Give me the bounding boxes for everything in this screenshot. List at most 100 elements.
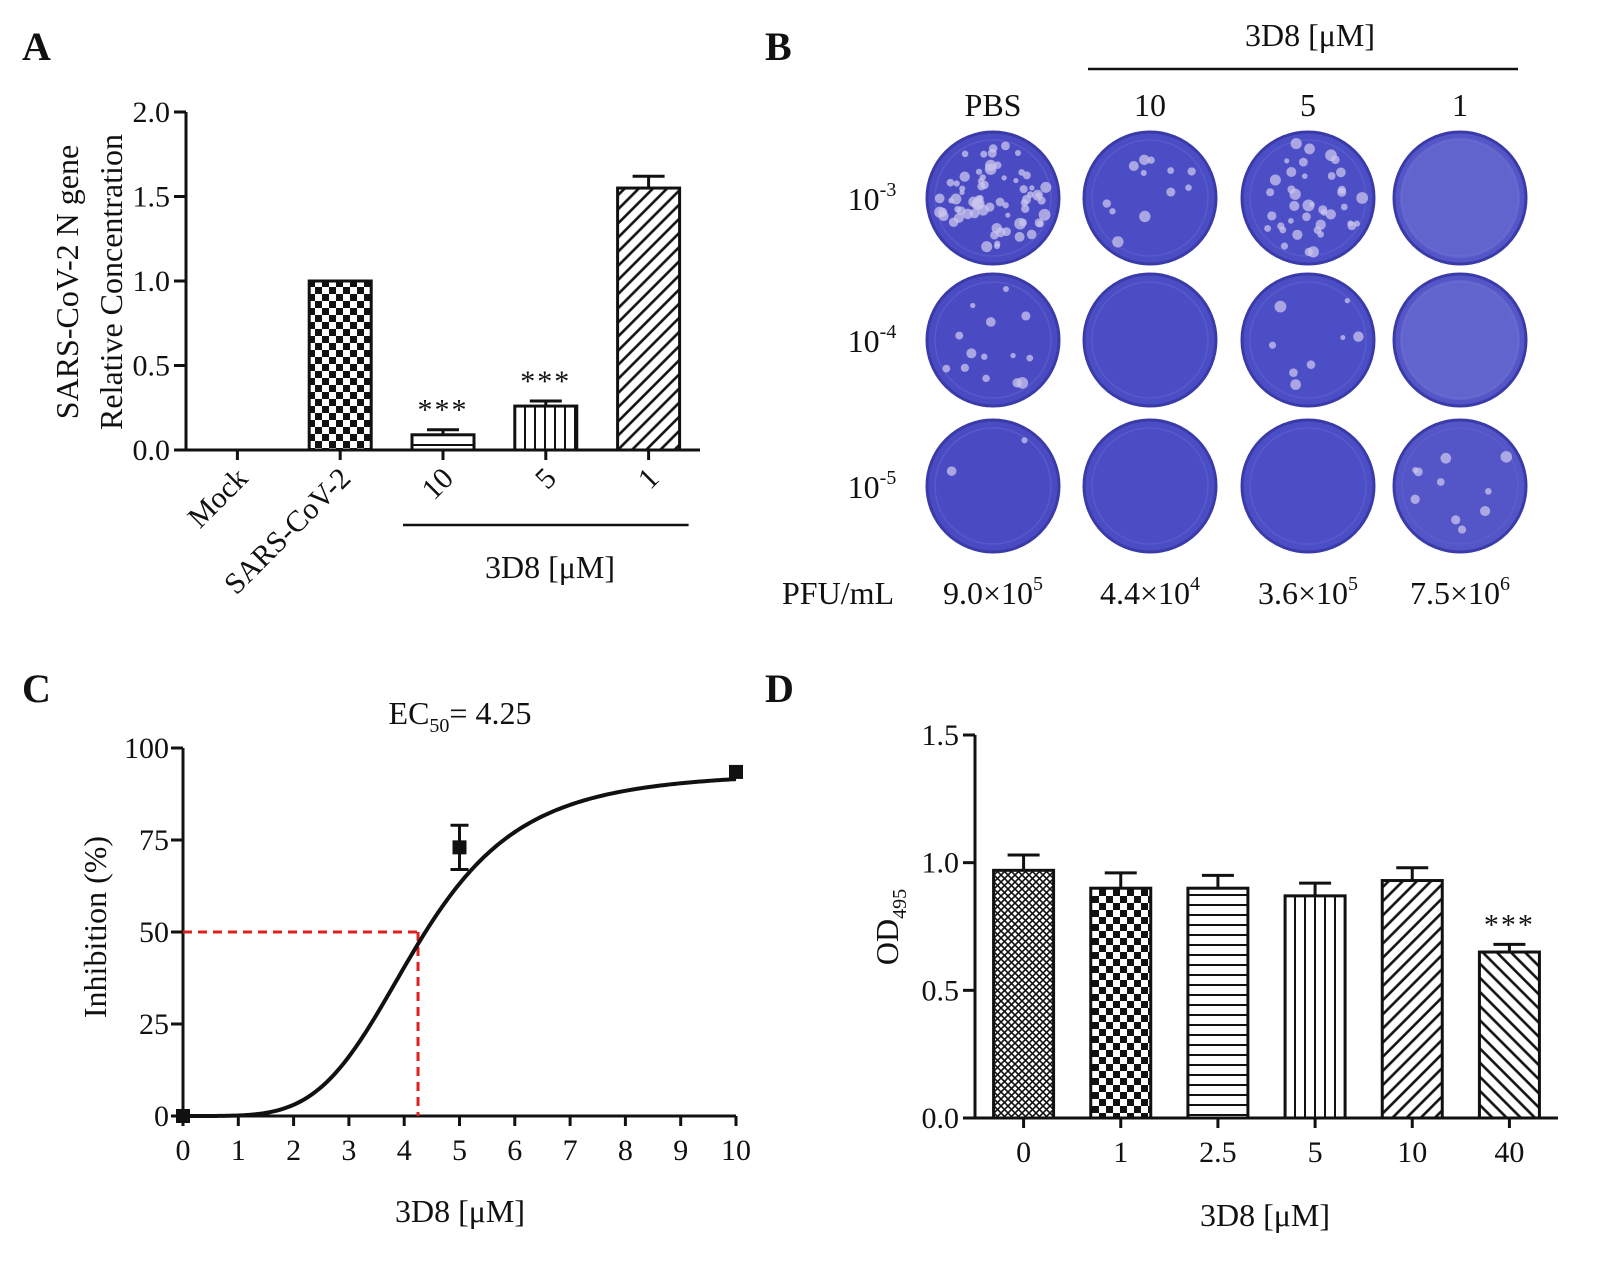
chart-b-plaque [970,302,976,309]
chart-b-plaque [1304,247,1313,257]
chart-b-plaque [1019,218,1027,227]
chart-d-ytick-label: 1.5 [922,719,960,752]
chart-b-plaque [975,168,983,175]
chart-a-ytick-label: 1.5 [133,181,171,214]
chart-b-plaque [950,193,962,205]
chart-b-plaque [1353,331,1364,342]
chart-b-plaque [1029,185,1035,191]
chart-b-plate [1392,418,1528,554]
chart-d-ylabel-main: OD [869,919,905,965]
chart-b-plaque [960,363,969,372]
chart-b-plaque [959,185,966,192]
chart-d-xtick-label: 1 [1113,1136,1128,1169]
chart-b-plaque [1480,505,1491,517]
chart-b-pfu-value: 9.0×105 [943,573,1043,611]
chart-b-plaque [1022,171,1031,180]
chart-b-plaque [1112,236,1124,248]
chart-b-plaque [1302,212,1311,222]
chart-a-ytick-label: 0.5 [133,350,171,383]
chart-b-plaque [981,353,988,361]
chart-a-ytick-label: 2.0 [133,96,171,129]
chart-b-plaque [1013,177,1019,184]
chart-b-plaque [1014,231,1025,242]
chart-b-plaque [1484,488,1492,495]
chart-b-plaque [1280,242,1289,250]
chart-b-plate-rim [1401,139,1519,257]
chart-b-row-label-base: 10 [848,181,880,217]
chart-a-xtick-label: 5 [529,462,563,496]
chart-b-plaque [1413,467,1423,477]
chart-b-plaque [961,150,969,158]
chart-c-xtick-label: 3 [341,1134,356,1167]
chart-b-plaque [994,243,1000,250]
chart-b-plaque [1288,218,1294,224]
chart-b-plaque [953,180,960,187]
chart-c-title-prefix: EC [389,695,430,731]
chart-b-pfu-mantissa: 7.5×10 [1410,575,1500,611]
chart-b-plaque [1340,203,1348,211]
chart-b-plaque [982,374,990,383]
chart-b-plaque [1139,210,1151,223]
chart-a: SARS-CoV-2 N gene Relative Concentration… [49,96,700,601]
chart-b-plaque [991,222,1003,234]
chart-b-plaque [1269,174,1281,186]
chart-b-plate-rim [934,427,1052,545]
chart-a-ylabel-line1: SARS-CoV-2 N gene [49,145,85,419]
chart-b-row-label: 10-4 [848,321,897,359]
chart-b-plaque [984,159,997,172]
chart-b-plaque [1292,229,1303,240]
chart-b-plaque [1002,202,1009,209]
chart-b-plate [1082,272,1218,408]
chart-b-plaque [1304,143,1315,155]
chart-a-bar [307,279,373,452]
chart-c-data-point [452,840,467,855]
chart-b-pfu-value: 3.6×105 [1258,573,1358,611]
chart-b-pfu-exponent: 5 [1033,573,1043,595]
chart-b-plaque [1436,478,1445,486]
chart-b-plaque [946,178,955,187]
chart-c-xtick-label: 9 [673,1134,688,1167]
chart-b-plaque [1267,211,1277,221]
chart-b-plate [1082,418,1218,554]
chart-b-plaque [1289,188,1301,200]
chart-a-significance: *** [418,394,469,427]
chart-b-plaque [934,193,945,204]
chart-b-plaque [1035,192,1042,199]
chart-a-xtick-label: 1 [632,462,666,496]
chart-c-fit-curve [183,777,737,1118]
chart-a-bar [616,186,682,452]
panel-label-b: B [765,24,792,69]
chart-a-ytick-label: 1.0 [133,265,171,298]
chart-b-plaque [1457,525,1467,534]
chart-d-ylabel-sub: 495 [889,889,911,919]
chart-b-plaque [966,348,977,359]
chart-b-plate-rim [1249,427,1367,545]
chart-b-pfu-exponent: 6 [1500,573,1510,595]
chart-c: EC50= 4.25 Inhibition (%) 3D8 [μM] 02550… [77,695,751,1229]
chart-b-plaque [1290,138,1302,150]
chart-b-plaque [1325,209,1336,220]
chart-b-plaque [1021,204,1030,213]
chart-b-plaque [979,174,987,181]
chart-b-plaque [959,189,965,196]
chart-c-ytick-label: 50 [139,916,169,949]
chart-c-title-suffix: = 4.25 [449,695,531,731]
chart-b-plaque [1026,354,1034,362]
chart-c-ytick-label: 75 [139,824,169,857]
chart-b-plaque [1410,494,1420,504]
chart-d-ylabel: OD495 [869,889,911,965]
chart-c-ylabel: Inhibition (%) [77,836,113,1018]
chart-c-xtick-label: 6 [507,1134,522,1167]
chart-c-ytick-label: 25 [139,1008,169,1041]
chart-b-plaque [1268,341,1277,349]
chart-b-plaque [1036,220,1044,228]
chart-b-plaque [1298,157,1308,167]
chart-b-plaque [1451,515,1461,525]
chart-b-plaque [1005,212,1011,218]
chart-b-plaque [1344,297,1351,304]
chart-b-plaque [1010,352,1016,359]
chart-d-bar [1283,894,1347,1120]
chart-b-plaque [985,317,996,327]
chart-b-plaque [1327,172,1336,180]
chart-b-plaque [972,197,985,210]
